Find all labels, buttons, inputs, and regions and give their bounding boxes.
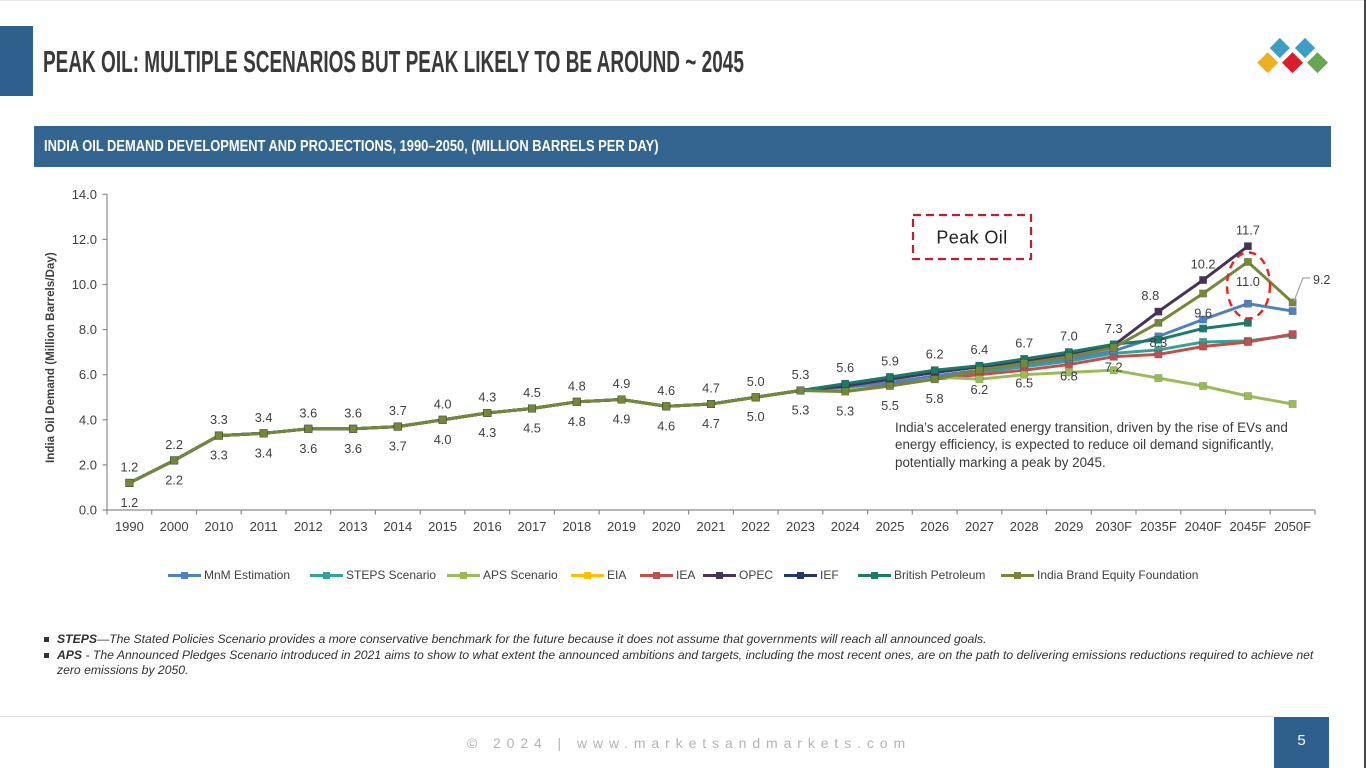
svg-text:5.6: 5.6 (836, 360, 854, 375)
svg-text:11.0: 11.0 (1236, 274, 1260, 289)
svg-text:Peak Oil: Peak Oil (936, 228, 1007, 248)
svg-text:2030F: 2030F (1095, 519, 1132, 534)
svg-text:3.4: 3.4 (255, 445, 273, 460)
svg-text:2016: 2016 (473, 519, 502, 534)
svg-text:1990: 1990 (115, 519, 144, 534)
svg-text:2026: 2026 (920, 519, 949, 534)
svg-text:3.7: 3.7 (389, 439, 407, 454)
svg-text:2025: 2025 (876, 519, 905, 534)
svg-text:9.2: 9.2 (1313, 273, 1330, 287)
svg-text:2021: 2021 (697, 519, 726, 534)
svg-text:2028: 2028 (1010, 519, 1039, 534)
svg-text:5.0: 5.0 (747, 409, 765, 424)
svg-text:8.8: 8.8 (1141, 288, 1159, 303)
svg-text:9.6: 9.6 (1194, 306, 1212, 321)
svg-text:3.7: 3.7 (389, 403, 407, 418)
svg-text:5.0: 5.0 (747, 374, 765, 389)
svg-text:2.2: 2.2 (165, 472, 183, 487)
svg-text:2022: 2022 (741, 519, 770, 534)
svg-text:2014: 2014 (383, 519, 412, 534)
svg-text:4.8: 4.8 (568, 414, 586, 429)
svg-text:10.0: 10.0 (72, 277, 97, 292)
svg-text:4.3: 4.3 (478, 425, 496, 440)
svg-text:2045F: 2045F (1229, 519, 1266, 534)
svg-text:8.3: 8.3 (1150, 335, 1168, 350)
svg-text:3.6: 3.6 (344, 405, 362, 420)
svg-text:3.3: 3.3 (210, 412, 228, 427)
svg-text:2018: 2018 (562, 519, 591, 534)
svg-text:2027: 2027 (965, 519, 994, 534)
svg-text:6.4: 6.4 (971, 342, 989, 357)
svg-text:4.0: 4.0 (434, 396, 452, 411)
svg-text:4.0: 4.0 (79, 412, 97, 427)
svg-text:2013: 2013 (339, 519, 368, 534)
svg-text:14.0: 14.0 (72, 187, 97, 202)
svg-text:6.2: 6.2 (926, 347, 944, 362)
svg-text:10.2: 10.2 (1191, 257, 1216, 272)
svg-text:2012: 2012 (294, 519, 323, 534)
svg-text:2010: 2010 (204, 519, 233, 534)
svg-text:4.0: 4.0 (434, 432, 452, 447)
svg-text:2.2: 2.2 (165, 437, 183, 452)
svg-text:6.5: 6.5 (1015, 375, 1033, 390)
svg-text:2020: 2020 (652, 519, 681, 534)
svg-text:2011: 2011 (250, 519, 278, 534)
svg-text:3.3: 3.3 (210, 448, 228, 463)
svg-text:2000: 2000 (160, 519, 189, 534)
svg-text:4.6: 4.6 (657, 418, 675, 433)
svg-text:5.3: 5.3 (836, 404, 854, 419)
svg-text:2024: 2024 (831, 519, 860, 534)
svg-text:7.0: 7.0 (1060, 329, 1078, 344)
svg-text:5.9: 5.9 (881, 354, 899, 369)
svg-text:5.8: 5.8 (926, 391, 944, 406)
svg-text:5.3: 5.3 (792, 403, 810, 418)
svg-text:3.4: 3.4 (255, 410, 273, 425)
svg-text:7.2: 7.2 (1105, 360, 1123, 375)
svg-text:4.5: 4.5 (523, 385, 541, 400)
svg-text:2019: 2019 (607, 519, 636, 534)
svg-text:4.9: 4.9 (613, 376, 631, 391)
svg-text:11.7: 11.7 (1236, 223, 1260, 238)
svg-text:6.7: 6.7 (1015, 335, 1033, 350)
svg-text:3.6: 3.6 (299, 441, 317, 456)
svg-text:1.2: 1.2 (121, 459, 139, 474)
svg-text:5.3: 5.3 (792, 367, 810, 382)
svg-text:4.6: 4.6 (657, 383, 675, 398)
svg-text:2017: 2017 (518, 519, 547, 534)
svg-text:3.6: 3.6 (344, 441, 362, 456)
svg-text:4.7: 4.7 (702, 416, 720, 431)
svg-text:2015: 2015 (428, 519, 457, 534)
svg-text:2023: 2023 (786, 519, 815, 534)
svg-text:4.5: 4.5 (523, 421, 541, 436)
svg-text:6.0: 6.0 (79, 367, 97, 382)
svg-text:2035F: 2035F (1140, 519, 1177, 534)
svg-text:1.2: 1.2 (121, 495, 139, 510)
svg-text:6.8: 6.8 (1060, 369, 1078, 384)
svg-text:2029: 2029 (1054, 519, 1083, 534)
svg-text:5.5: 5.5 (881, 398, 899, 413)
svg-text:2.0: 2.0 (79, 457, 97, 472)
svg-text:6.2: 6.2 (971, 382, 989, 397)
svg-text:3.6: 3.6 (299, 405, 317, 420)
svg-text:0.0: 0.0 (79, 503, 97, 518)
svg-text:2040F: 2040F (1185, 519, 1222, 534)
svg-text:4.3: 4.3 (478, 390, 496, 405)
svg-text:2050F: 2050F (1274, 519, 1311, 534)
svg-text:4.8: 4.8 (568, 378, 586, 393)
svg-text:12.0: 12.0 (72, 232, 97, 247)
svg-text:7.3: 7.3 (1105, 321, 1123, 336)
svg-text:4.9: 4.9 (613, 412, 631, 427)
svg-text:8.0: 8.0 (79, 322, 97, 337)
svg-text:India Oil Demand (Million Barr: India Oil Demand (Million Barrels/Day) (43, 252, 57, 463)
svg-text:4.7: 4.7 (702, 381, 720, 396)
